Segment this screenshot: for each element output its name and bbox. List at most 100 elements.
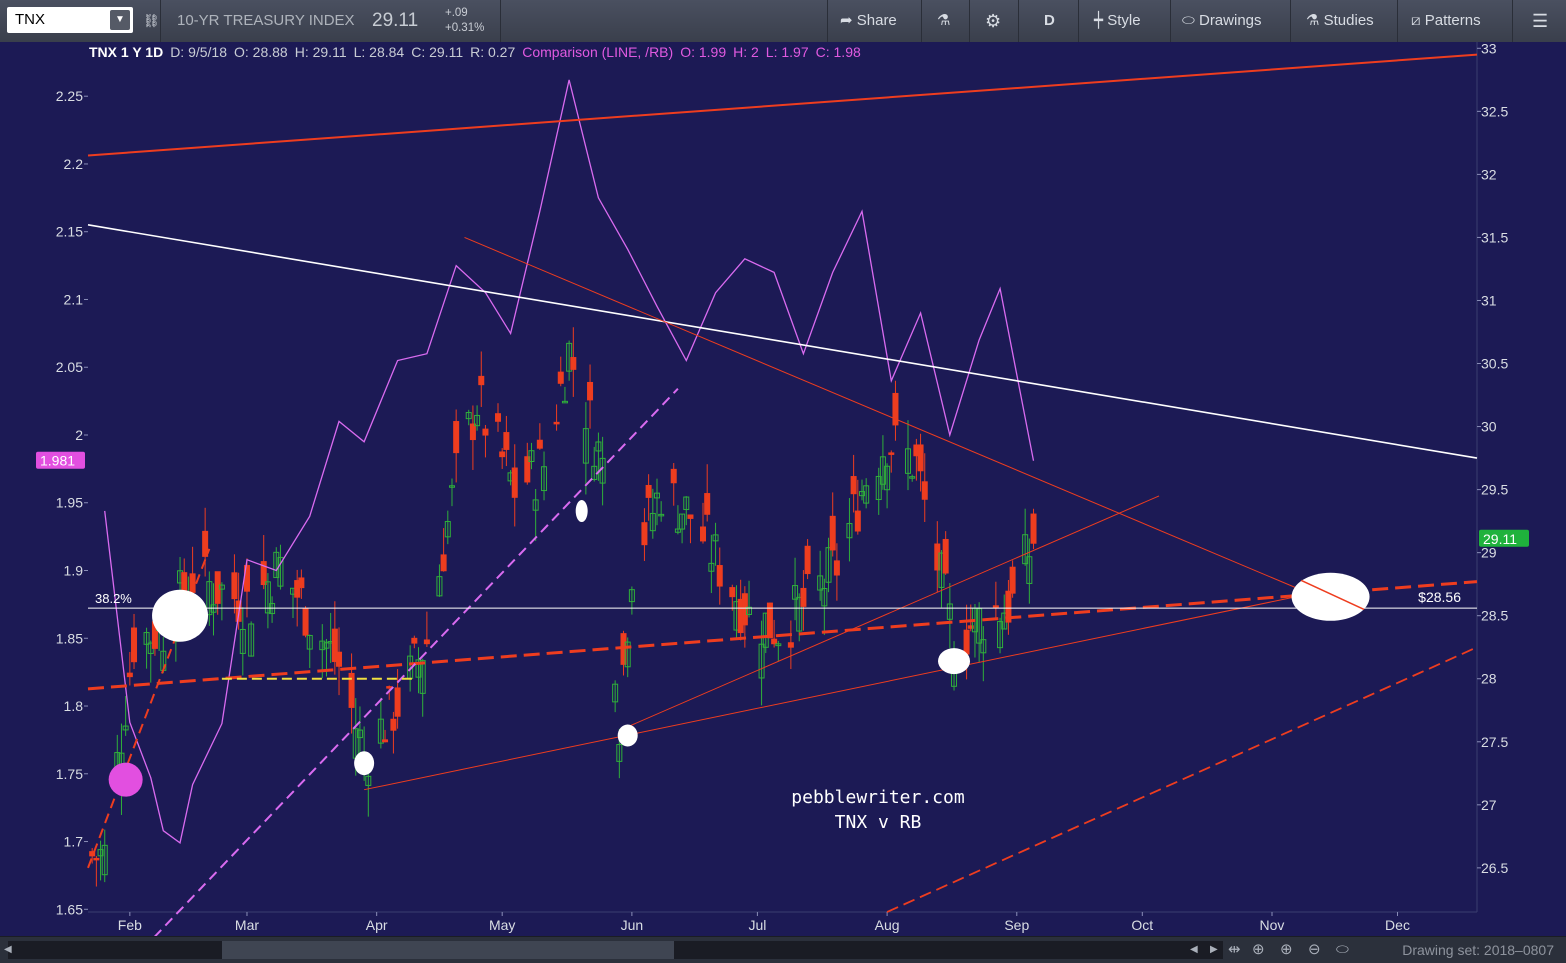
candle-up — [444, 521, 451, 538]
scrollbar-thumb[interactable] — [222, 941, 674, 959]
flask-icon[interactable]: ⚗ — [937, 12, 951, 29]
candle-up — [905, 448, 912, 474]
left-axis-label: 1.7 — [64, 834, 84, 850]
candle-down — [850, 476, 857, 495]
left-axis-label: 1.75 — [56, 766, 83, 782]
candle-down — [921, 481, 928, 500]
scroll-right-icon[interactable]: ▶ — [1210, 944, 1218, 955]
candle-up — [658, 513, 665, 517]
candle-down — [741, 593, 748, 626]
candle-up — [101, 844, 108, 876]
menu-icon[interactable]: ☰ — [1532, 11, 1549, 31]
candle-up — [465, 412, 472, 420]
style-button[interactable]: ┿ Style — [1094, 0, 1141, 42]
candle-down — [587, 381, 594, 401]
falling-trendline-tip — [1300, 579, 1365, 611]
candle-up — [122, 725, 129, 731]
candle-up — [277, 556, 284, 587]
gear-icon[interactable]: ⚙ — [985, 11, 1002, 31]
info-cmp-high: H: 2 — [733, 44, 759, 60]
candle-up — [792, 585, 799, 600]
symbol-input[interactable]: TNX ▼ — [7, 7, 133, 33]
time-axis-label: Jun — [621, 917, 644, 933]
period-button[interactable]: D — [1044, 12, 1055, 29]
highlight-ellipse — [938, 648, 971, 675]
symbol-dropdown-button[interactable]: ▼ — [110, 10, 130, 30]
divider — [1290, 0, 1291, 42]
symbol-text: TNX — [15, 11, 45, 28]
candle-down — [298, 577, 305, 589]
drawings-label: Drawings — [1198, 12, 1262, 29]
right-axis-panel — [1477, 42, 1566, 912]
right-axis-label: 27 — [1481, 797, 1497, 813]
studies-button[interactable]: ⚗ Studies — [1306, 0, 1374, 42]
bottom-bar: ◀ ◀ ▶ ⇹ ⊕ ⊕ ⊖ ⬭ Drawing set: 2018–0807 — [0, 936, 1566, 963]
scroll-left-icon[interactable]: ◀ — [4, 944, 12, 955]
info-cmp-close: C: 1.98 — [815, 44, 861, 60]
drawings-button[interactable]: ⬭ Drawings — [1182, 0, 1262, 42]
candle-down — [700, 526, 707, 542]
right-axis-label: 30 — [1481, 419, 1497, 435]
candle-up — [708, 562, 715, 572]
info-date: D: 9/5/18 — [170, 44, 228, 60]
candle-up — [377, 718, 384, 744]
candle-down — [478, 375, 485, 386]
share-button[interactable]: ➦ Share — [840, 0, 897, 42]
patterns-button[interactable]: ⧄ Patterns — [1411, 0, 1481, 42]
time-axis-label: Mar — [235, 917, 259, 933]
ellipse-icon: ⬭ — [1182, 12, 1195, 29]
time-axis-label: May — [489, 917, 515, 933]
time-axis-label: Sep — [1004, 917, 1029, 933]
highlight-ellipse — [575, 500, 588, 523]
candle-up — [356, 729, 363, 739]
crosshair-icon[interactable]: ⊕ — [1252, 941, 1265, 958]
candle-down — [1030, 513, 1037, 544]
expand-time-icon[interactable]: ⇹ — [1228, 941, 1241, 958]
candle-up — [218, 584, 225, 590]
zoom-out-icon[interactable]: ⊖ — [1308, 941, 1321, 958]
candle-down — [260, 561, 267, 586]
time-axis-panel — [0, 912, 1566, 936]
candle-down — [482, 428, 489, 436]
candle-up — [561, 400, 568, 404]
candle-up — [97, 849, 104, 857]
candle-up — [875, 475, 882, 501]
chart-area[interactable]: 33 32.5 32 31.5 31 30.5 30 29.5 29 28.5 28 27.5 27 26… — [0, 42, 1566, 936]
candle-down — [495, 413, 502, 422]
info-open: O: 28.88 — [234, 44, 288, 60]
candle-up — [821, 588, 828, 607]
candle-up — [884, 465, 891, 491]
candle-up — [775, 643, 782, 647]
chart-info-bar: TNX 1 Y 1D D: 9/5/18 O: 28.88 H: 29.11 L: 28… — [89, 43, 868, 61]
candle-up — [273, 551, 280, 579]
candle-down — [382, 739, 389, 743]
chart-svg[interactable]: 33 32.5 32 31.5 31 30.5 30 29.5 29 28.5 28 27.5 27 26… — [0, 42, 1566, 936]
link-icon[interactable]: ⛓ — [143, 13, 160, 28]
scroll-left-end-icon[interactable]: ◀ — [1190, 944, 1198, 955]
left-axis-label: 2 — [75, 427, 83, 443]
right-axis-label: 32.5 — [1481, 103, 1508, 119]
candle-up — [319, 640, 326, 651]
candle-down — [553, 421, 560, 425]
studies-flask-icon: ⚗ — [1306, 12, 1320, 29]
candle-down — [854, 510, 861, 532]
candle-up — [712, 534, 719, 542]
candle-down — [829, 515, 836, 551]
divider — [500, 0, 501, 42]
candle-down — [469, 423, 476, 441]
plot-layer — [87, 53, 1478, 936]
candle-down — [833, 560, 840, 576]
zoom-in-icon[interactable]: ⊕ — [1280, 941, 1293, 958]
candle-up — [879, 456, 886, 485]
info-close: C: 29.11 — [411, 44, 464, 60]
candle-down — [331, 628, 338, 663]
candle-up — [239, 628, 246, 654]
patterns-icon: ⧄ — [1411, 12, 1421, 29]
drawing-ellipse-icon[interactable]: ⬭ — [1336, 941, 1349, 958]
candle-down — [390, 718, 397, 731]
left-axis-label: 2.25 — [56, 88, 83, 104]
divider — [160, 0, 161, 42]
rb-price-badge — [36, 451, 85, 469]
highlight-ellipse — [354, 751, 375, 776]
right-axis-label: 33 — [1481, 42, 1497, 56]
